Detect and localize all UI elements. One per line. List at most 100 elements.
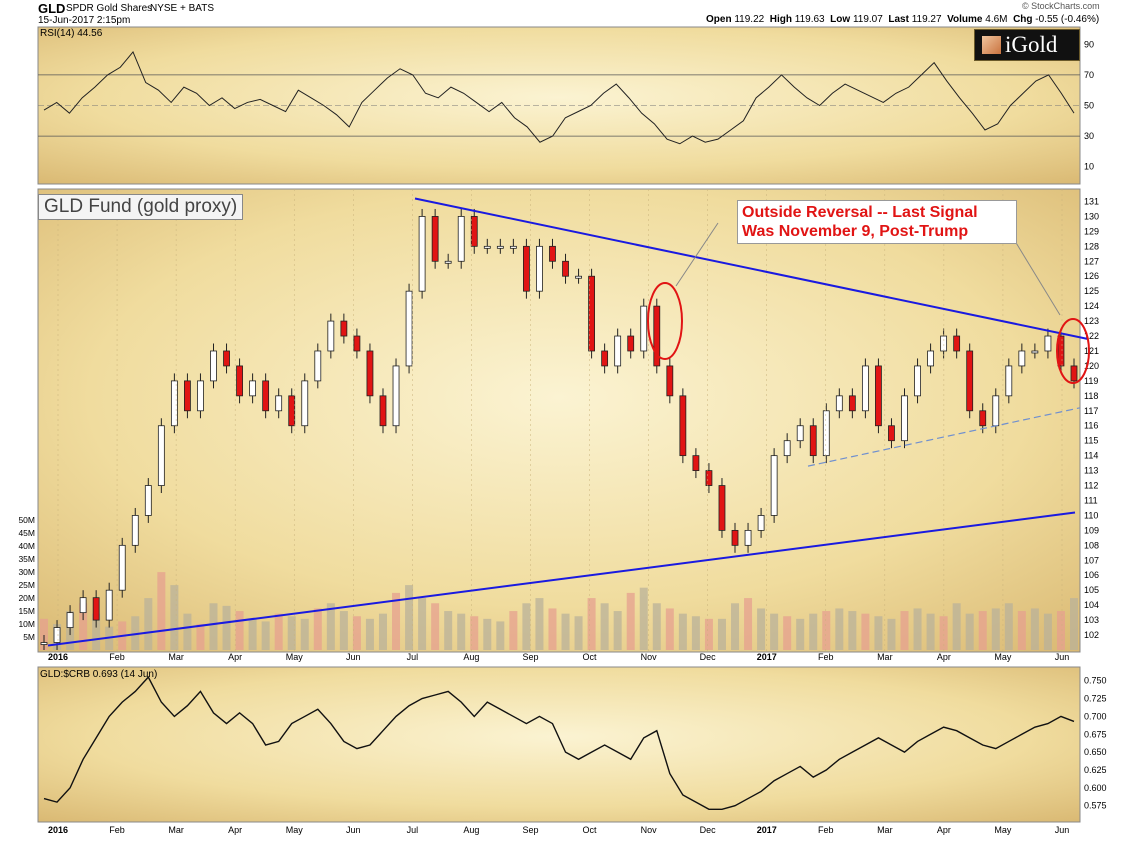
price-candle (1018, 350, 1026, 367)
open-value: 119.22 (734, 14, 765, 25)
price-tick-label: 107 (1084, 555, 1099, 565)
ratio-x-tick-label: Apr (228, 825, 242, 835)
price-tick-label: 120 (1084, 361, 1099, 371)
price-candle (184, 380, 191, 412)
price-candle (901, 395, 908, 442)
ratio-x-tick-label: 2017 (757, 825, 777, 835)
ratio-tick-label: 0.600 (1084, 783, 1107, 793)
ratio-x-tick-label: May (994, 825, 1012, 835)
chg-label: Chg (1013, 14, 1033, 25)
price-x-tick-label: Nov (641, 652, 658, 662)
volume-bar (952, 603, 961, 650)
price-x-tick-label: May (286, 652, 304, 662)
volume-bar (235, 611, 244, 650)
volume-bar (1043, 613, 1052, 650)
volume-bar (431, 603, 440, 650)
ratio-x-tick-label: Mar (877, 825, 893, 835)
volume-bar (509, 611, 518, 650)
price-tick-label: 110 (1084, 510, 1098, 520)
ratio-x-tick-label: Oct (583, 825, 598, 835)
price-candle (966, 350, 974, 412)
price-candle (210, 350, 217, 382)
volume-bar (991, 608, 1000, 650)
volume-tick-label: 50M (18, 515, 35, 525)
volume-bar (92, 613, 101, 650)
price-candle (575, 275, 582, 279)
price-candle (418, 216, 426, 292)
exchange-name: NYSE + BATS (150, 3, 215, 14)
price-candle (327, 320, 335, 352)
price-candle (144, 485, 152, 516)
price-candle (66, 612, 74, 628)
chart-datetime: 15-Jun-2017 2:15pm (38, 15, 131, 26)
price-candle (118, 544, 126, 591)
price-candle (614, 335, 622, 367)
volume-bar (1030, 608, 1039, 650)
volume-bar (926, 613, 935, 650)
volume-tick-label: 15M (18, 606, 35, 616)
volume-bar (887, 618, 896, 650)
price-tick-label: 113 (1084, 466, 1098, 476)
ratio-line (43, 675, 1075, 810)
volume-label: Volume (947, 14, 983, 25)
price-x-tick-label: Jun (346, 652, 361, 662)
volume-bar (222, 605, 231, 650)
volume-bar (40, 618, 48, 650)
volume-bar (144, 598, 153, 650)
price-candle (940, 335, 948, 352)
source-credit: © StockCharts.com (1022, 1, 1100, 11)
open-label: Open (706, 14, 732, 25)
chg-value: -0.55 (-0.46%) (1035, 14, 1100, 25)
ratio-tick-label: 0.675 (1084, 729, 1107, 739)
volume-bar (365, 618, 374, 650)
ratio-x-tick-label: Mar (168, 825, 184, 835)
rsi-tick-label: 50 (1084, 101, 1094, 111)
volume-bar (378, 613, 387, 650)
ratio-tick-label: 0.750 (1084, 676, 1107, 686)
volume-bar (626, 592, 635, 650)
price-candle (483, 245, 491, 249)
volume-bar (535, 598, 544, 650)
price-x-tick-label: Oct (583, 652, 598, 662)
price-x-tick-label: 2016 (48, 652, 68, 662)
ratio-tick-label: 0.625 (1084, 765, 1107, 775)
rsi-tick-label: 70 (1084, 70, 1094, 80)
price-tick-label: 130 (1084, 211, 1099, 221)
price-tick-label: 121 (1084, 346, 1099, 356)
ratio-x-tick-label: Jun (1055, 825, 1070, 835)
volume-bar (1070, 598, 1078, 650)
price-candle (40, 642, 48, 645)
price-x-tick-label: Aug (463, 652, 479, 662)
price-x-tick-label: Apr (228, 652, 242, 662)
ratio-x-tick-label: Feb (109, 825, 125, 835)
volume-bar (600, 603, 609, 650)
volume-bar (1056, 611, 1065, 650)
price-x-tick-label: Feb (109, 652, 125, 662)
ratio-x-tick-label: Sep (522, 825, 538, 835)
price-candle (157, 425, 165, 486)
volume-tick-label: 10M (18, 619, 35, 629)
price-candle (770, 455, 778, 516)
price-candle (809, 425, 817, 457)
volume-bar (196, 624, 205, 650)
price-candle (679, 395, 687, 457)
volume-bar (939, 616, 948, 650)
rsi-label-text: RSI(14) (40, 28, 75, 39)
volume-tick-label: 20M (18, 593, 35, 603)
price-candle (731, 529, 739, 546)
volume-bar (470, 616, 479, 650)
security-name: SPDR Gold Shares (66, 3, 153, 14)
price-candle (236, 365, 243, 397)
price-candle (914, 365, 921, 397)
price-candle (1044, 335, 1052, 352)
price-candle (601, 350, 609, 367)
rsi-tick-label: 90 (1084, 39, 1094, 49)
price-candle (340, 320, 348, 337)
price-candle (861, 365, 869, 412)
price-candle (692, 455, 700, 471)
price-tick-label: 124 (1084, 301, 1099, 311)
low-label: Low (830, 14, 851, 25)
volume-bar (639, 587, 648, 650)
price-candle (562, 260, 569, 277)
price-candle (549, 245, 556, 262)
